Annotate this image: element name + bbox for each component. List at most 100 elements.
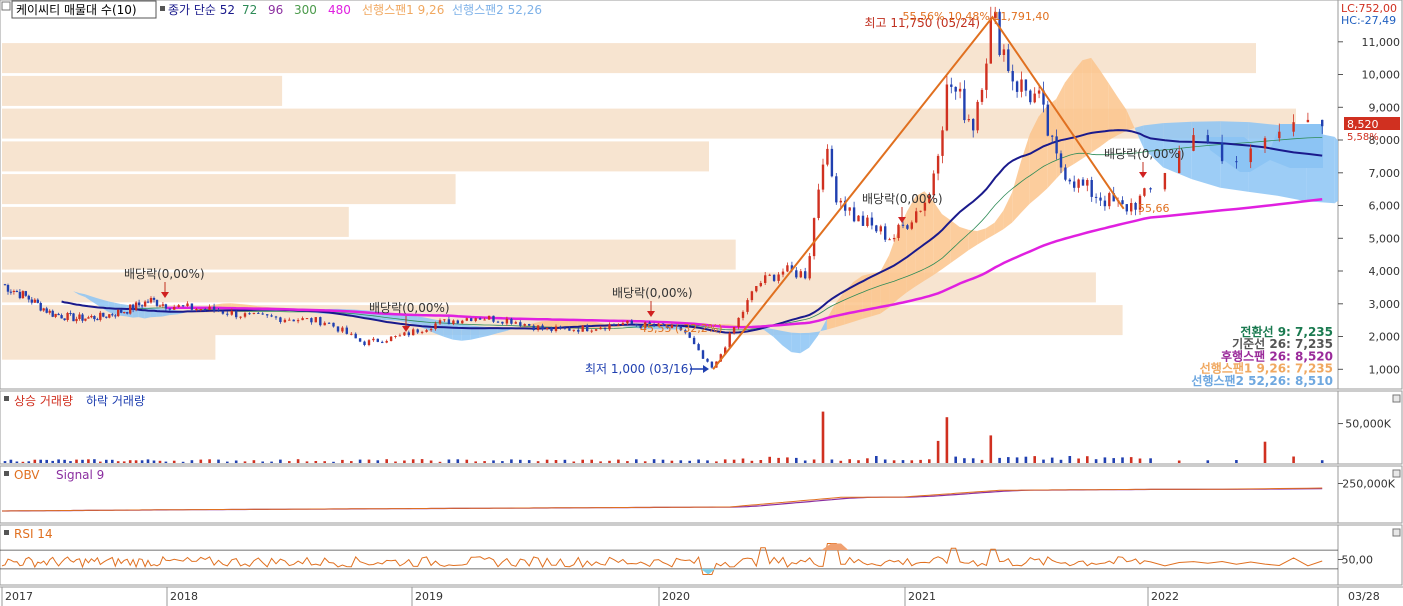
candle-body: [661, 323, 665, 326]
obv-header: OBV Signal 9: [4, 468, 104, 482]
volume-bar: [465, 459, 469, 463]
candle-body: [1178, 150, 1181, 174]
volume-bar: [599, 461, 602, 463]
candle-body: [954, 86, 957, 92]
candle-body: [1077, 179, 1080, 188]
volume-bar: [45, 459, 48, 463]
candle-body: [510, 318, 513, 324]
candle-body: [586, 325, 589, 332]
volume-bar: [866, 458, 869, 463]
candle-body: [1138, 195, 1142, 210]
volume-bar: [954, 456, 957, 463]
volume-bar: [243, 461, 247, 463]
cloud-segment: [1003, 192, 1013, 230]
candle-body: [581, 325, 584, 332]
candle-body: [416, 329, 419, 333]
candle-body: [1143, 188, 1146, 196]
candle-body: [608, 324, 611, 330]
legend-item: 300: [294, 3, 317, 17]
volume-bar: [367, 459, 371, 463]
candle-body: [36, 299, 39, 303]
candle-body: [341, 327, 344, 332]
candle-body: [1033, 93, 1036, 103]
candle-body: [786, 265, 789, 272]
candle-body: [910, 222, 913, 229]
volume-bar: [358, 459, 362, 463]
candle-body: [1263, 138, 1267, 149]
cloud-segment: [1334, 136, 1338, 204]
volume-bar: [21, 461, 25, 463]
collapse-box-icon[interactable]: [1, 1, 11, 11]
candle-body: [919, 210, 922, 212]
candle-body: [932, 173, 935, 196]
candle-body: [9, 291, 13, 293]
candle-body: [1064, 167, 1067, 180]
volume-bar: [1292, 456, 1295, 463]
volume-bar: [971, 458, 975, 463]
candle-body: [795, 270, 798, 278]
candle-body: [51, 310, 54, 317]
volume-bar: [715, 461, 718, 463]
panel-menu-icon[interactable]: [1392, 394, 1401, 403]
candle-body: [523, 324, 526, 326]
candle-body: [1149, 188, 1152, 190]
candle-body: [161, 304, 165, 306]
candle-body: [857, 215, 860, 222]
candle-body: [941, 130, 944, 156]
volume-bar: [158, 460, 162, 463]
volume-bar: [581, 459, 584, 463]
candle-body: [447, 319, 451, 325]
legend-item: 선행스팬1 9,26: [362, 2, 444, 17]
candle-body: [1002, 49, 1006, 55]
cloud-segment: [791, 332, 801, 354]
candle-body: [1055, 136, 1058, 154]
candle-body: [474, 318, 477, 321]
cloud-segment: [782, 331, 792, 353]
volume-bar: [146, 459, 150, 463]
candle-body: [332, 322, 335, 327]
volume-bar: [635, 459, 638, 463]
candle-body: [18, 291, 22, 299]
candle-body: [915, 211, 918, 223]
volume-bar: [483, 461, 486, 463]
volume-bar: [261, 461, 264, 463]
candle-body: [563, 327, 567, 329]
candle-body: [111, 314, 114, 316]
panel-menu-icon[interactable]: [1392, 469, 1401, 478]
candle-body: [759, 283, 762, 287]
volume-bar: [519, 459, 522, 463]
volume-tick-label: 50,000K: [1345, 418, 1391, 431]
chart-header: 케이씨티 매물대 수(10) 종가 단순 52 72 96 300 480 선행스팬1 9…: [1, 0, 542, 19]
volume-bar: [945, 417, 949, 463]
candle-body: [963, 88, 966, 121]
dividend-arrow-icon: [898, 217, 906, 223]
candle-body: [821, 164, 825, 190]
volume-bar: [795, 457, 798, 463]
volume-bar: [688, 460, 691, 463]
volume-bar: [234, 460, 238, 463]
candle-body: [243, 313, 247, 317]
volume-bar: [741, 458, 745, 463]
candle-body: [42, 308, 45, 311]
chart-title[interactable]: 케이씨티 매물대 수(10): [16, 3, 137, 17]
dividend-arrow-icon: [647, 311, 655, 317]
candle-body: [465, 318, 468, 321]
cloud-segment: [443, 321, 453, 340]
cloud-segment: [985, 222, 995, 240]
cloud-segment: [91, 296, 97, 305]
candle-body: [129, 304, 132, 314]
cloud-segment: [1163, 121, 1192, 180]
panel-menu-icon[interactable]: [1392, 528, 1401, 537]
volume-bar: [661, 459, 665, 463]
cloud-segment: [1135, 125, 1144, 149]
legend-item: 480: [328, 3, 351, 17]
candle-body: [117, 309, 120, 317]
candle-body: [412, 329, 415, 336]
candle-body: [478, 318, 482, 320]
candle-body: [345, 327, 348, 334]
candle-body: [239, 316, 242, 318]
volume-bar: [1077, 458, 1080, 463]
volume-bar: [1177, 460, 1181, 463]
candle-body: [590, 330, 593, 332]
